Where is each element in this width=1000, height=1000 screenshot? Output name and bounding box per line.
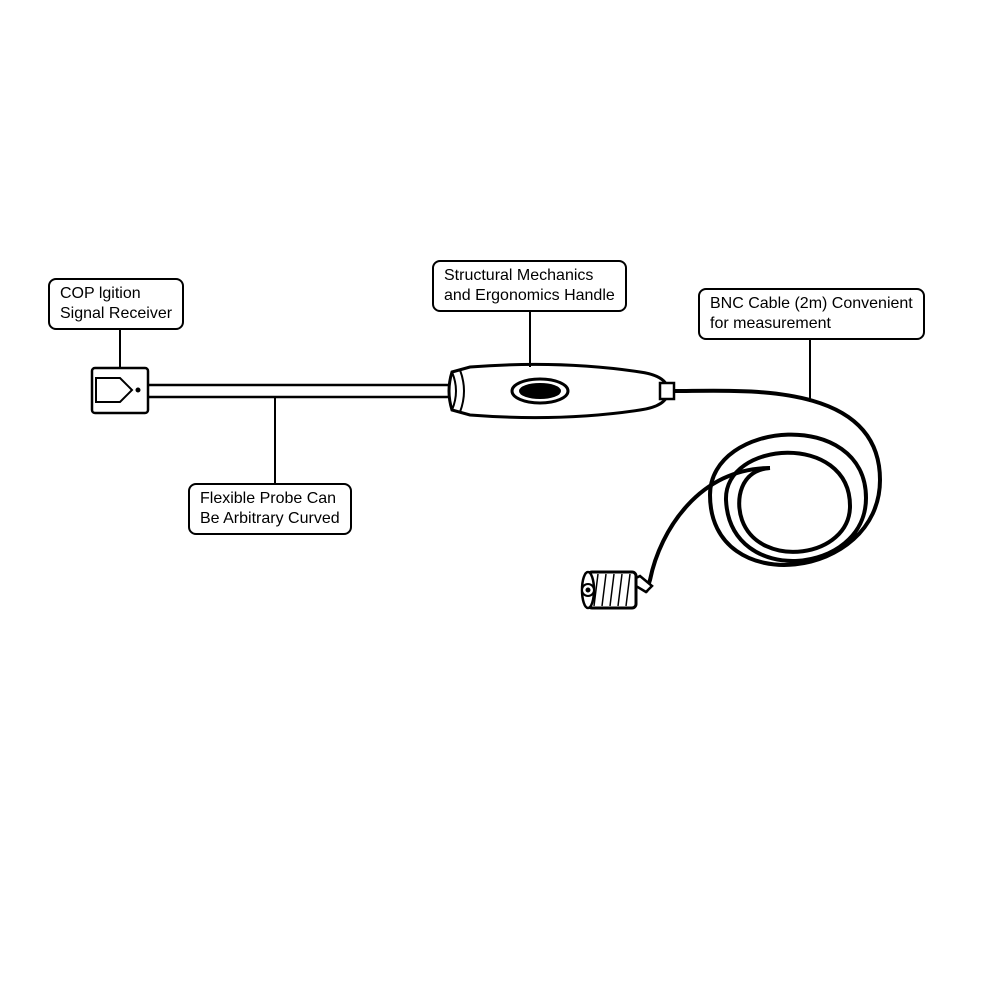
label-probe: Flexible Probe Can Be Arbitrary Curved xyxy=(188,483,352,535)
label-cable: BNC Cable (2m) Convenient for measuremen… xyxy=(698,288,925,340)
bnc-cable xyxy=(646,391,880,592)
label-handle-line1: Structural Mechanics xyxy=(444,267,593,284)
bnc-connector xyxy=(582,572,652,608)
label-probe-line2: Be Arbitrary Curved xyxy=(200,510,340,527)
probe-shaft xyxy=(148,385,452,397)
label-probe-line1: Flexible Probe Can xyxy=(200,490,336,507)
label-handle-line2: and Ergonomics Handle xyxy=(444,287,615,304)
label-receiver-line2: Signal Receiver xyxy=(60,305,172,322)
probe-diagram xyxy=(0,0,1000,1000)
label-receiver-line1: COP lgition xyxy=(60,285,141,302)
label-cable-line2: for measurement xyxy=(710,315,831,332)
label-cable-line1: BNC Cable (2m) Convenient xyxy=(710,295,913,312)
label-receiver: COP lgition Signal Receiver xyxy=(48,278,184,330)
label-handle: Structural Mechanics and Ergonomics Hand… xyxy=(432,260,627,312)
handle-body xyxy=(449,364,674,417)
probe-tip xyxy=(92,368,148,413)
